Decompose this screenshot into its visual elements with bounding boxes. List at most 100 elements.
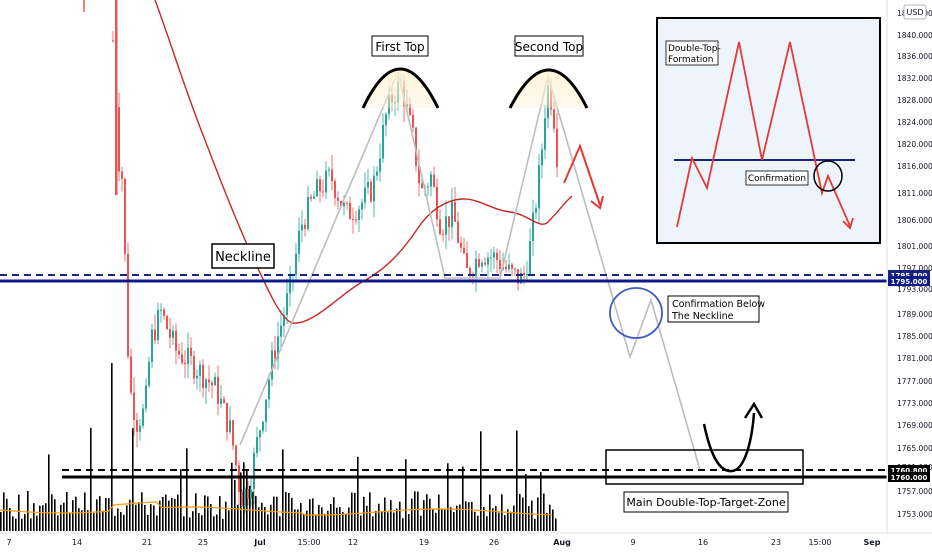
target-price-badge [888, 472, 930, 482]
volume-bar [3, 492, 5, 531]
volume-bar [147, 514, 149, 531]
price-tick-label: 1769.000 [897, 421, 932, 430]
candle-body [151, 329, 153, 363]
volume-bar [486, 516, 488, 531]
inset-confirmation-box [745, 170, 809, 186]
inset-arrowhead [842, 217, 854, 230]
candle-body [214, 376, 216, 386]
time-tick-label: 23 [771, 538, 781, 547]
inset-confirmation-label: Confirmation [748, 174, 806, 184]
candle-body [172, 330, 174, 338]
volume-bar [216, 514, 218, 531]
volume-bar [384, 497, 386, 531]
candle-body [352, 219, 354, 221]
volume-bar [543, 493, 545, 531]
volume-bar [411, 498, 413, 531]
second-top-marker [508, 68, 589, 109]
volume-bar [6, 498, 8, 531]
volume-bar [168, 500, 170, 531]
price-tick-label: 1753.000 [897, 510, 932, 519]
second-top-label-box [514, 35, 584, 57]
currency-badge[interactable] [903, 4, 927, 20]
volume-bar [27, 491, 29, 531]
volume-bar [33, 503, 35, 531]
time-axis[interactable]: 7 14 21 25 Jul 15:00 12 19 26 Aug 9 16 23 15:00 Sep [0, 532, 932, 547]
volume-bar [225, 501, 227, 531]
volume-bar [528, 506, 530, 531]
volume-bar [408, 514, 410, 531]
inset-confirmation-circle [813, 160, 843, 192]
candle-body [115, 0, 118, 195]
candle-body [448, 216, 450, 228]
candle-body [475, 258, 477, 277]
volume-bar [483, 506, 485, 531]
volume-bar [240, 472, 242, 531]
volume-bar [330, 503, 332, 531]
candle-body [208, 379, 210, 383]
candle-body [121, 171, 123, 179]
volume-bar [372, 516, 374, 531]
price-axis[interactable]: 1753.0001757.0001761.0001765.0001769.000… [886, 0, 932, 533]
candle-body [421, 183, 423, 188]
time-tick-label: Jul [253, 538, 266, 547]
volume-bar [447, 463, 449, 531]
candle-body [205, 379, 207, 389]
candle-body [427, 186, 429, 188]
candle-body [379, 158, 381, 172]
candle-body [463, 247, 465, 253]
candle-body [262, 421, 264, 431]
candle-body [532, 212, 534, 242]
volume-bar [114, 515, 116, 531]
candle-body [529, 241, 531, 274]
confirmation-label-line1: Confirmation Below [672, 299, 765, 310]
candle-body [160, 309, 162, 311]
inset-pattern-line [676, 41, 851, 228]
volume-bar [243, 462, 245, 531]
candle-body [445, 216, 447, 235]
inset-title-line2: Formation [668, 55, 713, 65]
candle-body [286, 293, 288, 316]
volume-bar [540, 471, 542, 531]
volume-bar [492, 508, 494, 531]
candle-body [319, 179, 321, 192]
volume-bar [375, 510, 377, 531]
candle-body [556, 128, 558, 168]
price-tick-label: 1832.000 [897, 74, 932, 83]
candle-body [118, 107, 120, 172]
pattern-schematic-line [239, 69, 701, 471]
volume-bar [453, 512, 455, 531]
candle-body [490, 257, 492, 259]
candle-body [283, 315, 285, 326]
price-tick-label: 1828.000 [897, 96, 932, 105]
candle-body [322, 191, 324, 193]
candle-body [142, 408, 144, 426]
candle-body [181, 354, 183, 363]
volume-bar [546, 512, 548, 531]
volume-bar [339, 507, 341, 531]
candle-body [313, 196, 315, 199]
volume-bar [21, 518, 23, 531]
volume-bar [489, 494, 491, 531]
volume-bar [435, 512, 437, 531]
neckline-price-label: 1795.000 [891, 278, 928, 286]
candle-body [202, 364, 204, 389]
volume-bar [405, 459, 407, 531]
volume-bar [555, 518, 557, 531]
volume-bar [426, 494, 428, 531]
candle-body [364, 187, 366, 203]
volume-bar [231, 462, 233, 531]
candle-body [478, 258, 480, 267]
time-tick-label: 25 [198, 538, 208, 547]
candle-body [211, 382, 213, 386]
volume-bar [366, 505, 368, 531]
candle-body [124, 178, 126, 254]
volume-bar [87, 510, 89, 531]
candle-body [331, 169, 333, 182]
volume-bar [300, 503, 302, 531]
first-top-label-box [371, 35, 429, 57]
volume-bar [552, 509, 554, 531]
volume-bar [15, 518, 17, 531]
candle-body [232, 420, 234, 446]
price-tick-label: 1797.000 [897, 264, 932, 273]
